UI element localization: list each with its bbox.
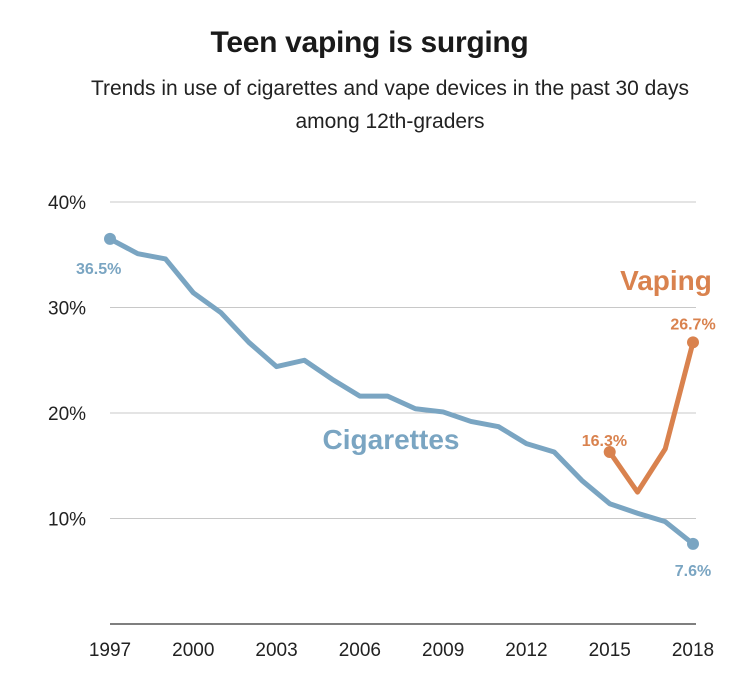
data-point-vaping [603, 446, 616, 459]
y-tick-label: 40% [48, 193, 86, 214]
x-tick-label: 2009 [422, 640, 464, 661]
x-tick-label: 2000 [172, 640, 214, 661]
data-label-cigarettes-start: 36.5% [76, 261, 121, 278]
y-tick-label: 10% [48, 510, 86, 531]
x-tick-label: 2018 [672, 640, 714, 661]
x-tick-label: 2015 [589, 640, 631, 661]
series-line-vaping [607, 339, 696, 495]
data-label-vaping-end: 26.7% [670, 316, 715, 333]
x-tick-label: 2006 [339, 640, 381, 661]
data-label-vaping-start: 16.3% [582, 433, 627, 450]
series-label-cigarettes: Cigarettes [323, 424, 460, 455]
series-label-vaping: Vaping [620, 265, 712, 296]
chart-subtitle: Trends in use of cigarettes and vape dev… [90, 77, 690, 133]
chart-title: Teen vaping is surging [210, 26, 529, 59]
data-label-cigarettes-end: 7.6% [675, 563, 711, 580]
x-tick-label: 2012 [505, 640, 547, 661]
y-tick-label: 30% [48, 299, 86, 320]
x-tick-label: 1997 [89, 640, 131, 661]
data-point-cigarettes [687, 537, 699, 550]
data-point-cigarettes [104, 232, 116, 245]
y-tick-label: 20% [48, 404, 86, 425]
data-point-vaping [687, 336, 699, 349]
x-tick-label: 2003 [255, 640, 297, 661]
series-line-cigarettes [107, 236, 696, 547]
